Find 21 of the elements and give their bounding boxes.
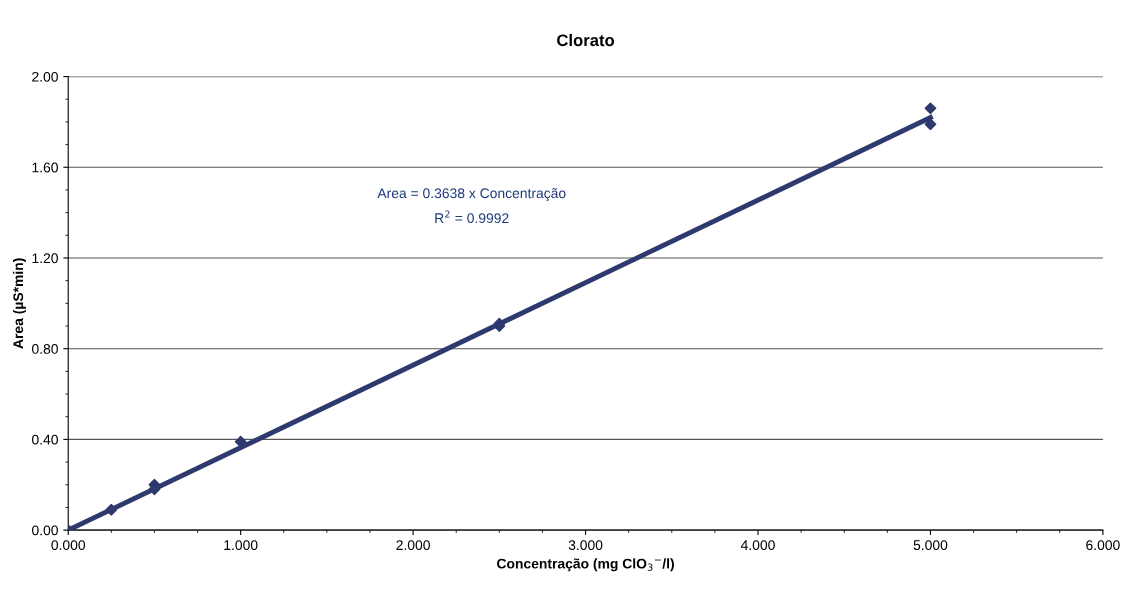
x-axis-title: Concentração (mg ClO$_{3}$$^{−}$/l) — [497, 558, 674, 572]
y-tick-label: 2.00 — [32, 71, 58, 82]
x-tick-label: 5.000 — [913, 540, 948, 551]
y-tick-label: 0.00 — [32, 525, 58, 536]
y-tick-label: 1.20 — [32, 253, 58, 264]
annotation: R$^{2}$ = 0.9992 — [435, 210, 509, 224]
y-axis-title: Area (µS*min) — [12, 258, 26, 349]
x-tick-label: 3.000 — [568, 540, 603, 551]
y-tick-label: 0.40 — [32, 434, 58, 445]
point — [924, 118, 937, 131]
x-tick-label: 0.000 — [51, 540, 86, 551]
annotation: Area = 0.3638 x Concentração — [377, 188, 566, 201]
x-tick-label: 1.000 — [224, 540, 258, 551]
point — [105, 503, 118, 516]
x-tick-label: 4.000 — [740, 540, 775, 551]
y-tick-label: 1.60 — [32, 162, 58, 173]
point — [924, 102, 937, 115]
x-tick-label: 2.000 — [396, 540, 430, 551]
chart-title: Clorato — [557, 33, 615, 47]
x-tick-label: 6.000 — [1086, 540, 1120, 551]
y-tick-label: 0.80 — [32, 344, 58, 354]
